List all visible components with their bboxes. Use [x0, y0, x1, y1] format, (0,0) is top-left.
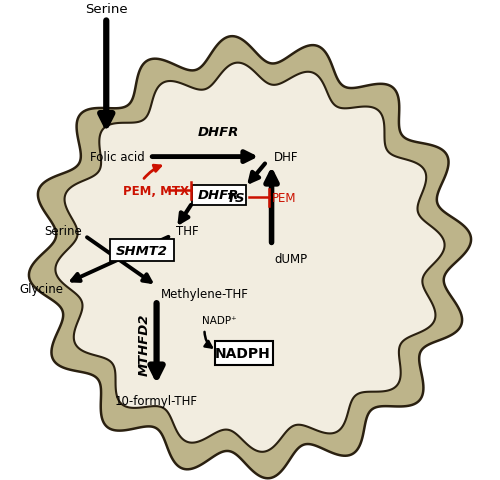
Text: Serine: Serine — [44, 225, 82, 238]
Text: THF: THF — [176, 225, 199, 238]
Text: SHMT2: SHMT2 — [116, 244, 168, 257]
Text: NADP⁺: NADP⁺ — [202, 315, 236, 325]
Text: PEM, MTX: PEM, MTX — [123, 184, 189, 197]
Text: DHFR: DHFR — [198, 126, 239, 139]
FancyBboxPatch shape — [110, 240, 174, 262]
Polygon shape — [29, 37, 471, 478]
Text: Glycine: Glycine — [19, 282, 63, 295]
Text: Folic acid: Folic acid — [90, 151, 144, 164]
Text: dUMP: dUMP — [274, 253, 307, 266]
Polygon shape — [56, 63, 444, 452]
Text: 10-formyl-THF: 10-formyl-THF — [115, 394, 198, 407]
FancyBboxPatch shape — [215, 341, 273, 365]
Text: PEM: PEM — [272, 192, 296, 204]
Text: Serine: Serine — [85, 3, 128, 16]
Text: MTHFD2: MTHFD2 — [138, 312, 151, 375]
Text: Methylene-THF: Methylene-THF — [162, 287, 249, 300]
Text: NADPH: NADPH — [215, 346, 270, 360]
Text: TS: TS — [226, 192, 245, 204]
Text: DHFR: DHFR — [198, 189, 239, 202]
FancyBboxPatch shape — [192, 186, 246, 205]
Text: DHF: DHF — [274, 151, 298, 164]
